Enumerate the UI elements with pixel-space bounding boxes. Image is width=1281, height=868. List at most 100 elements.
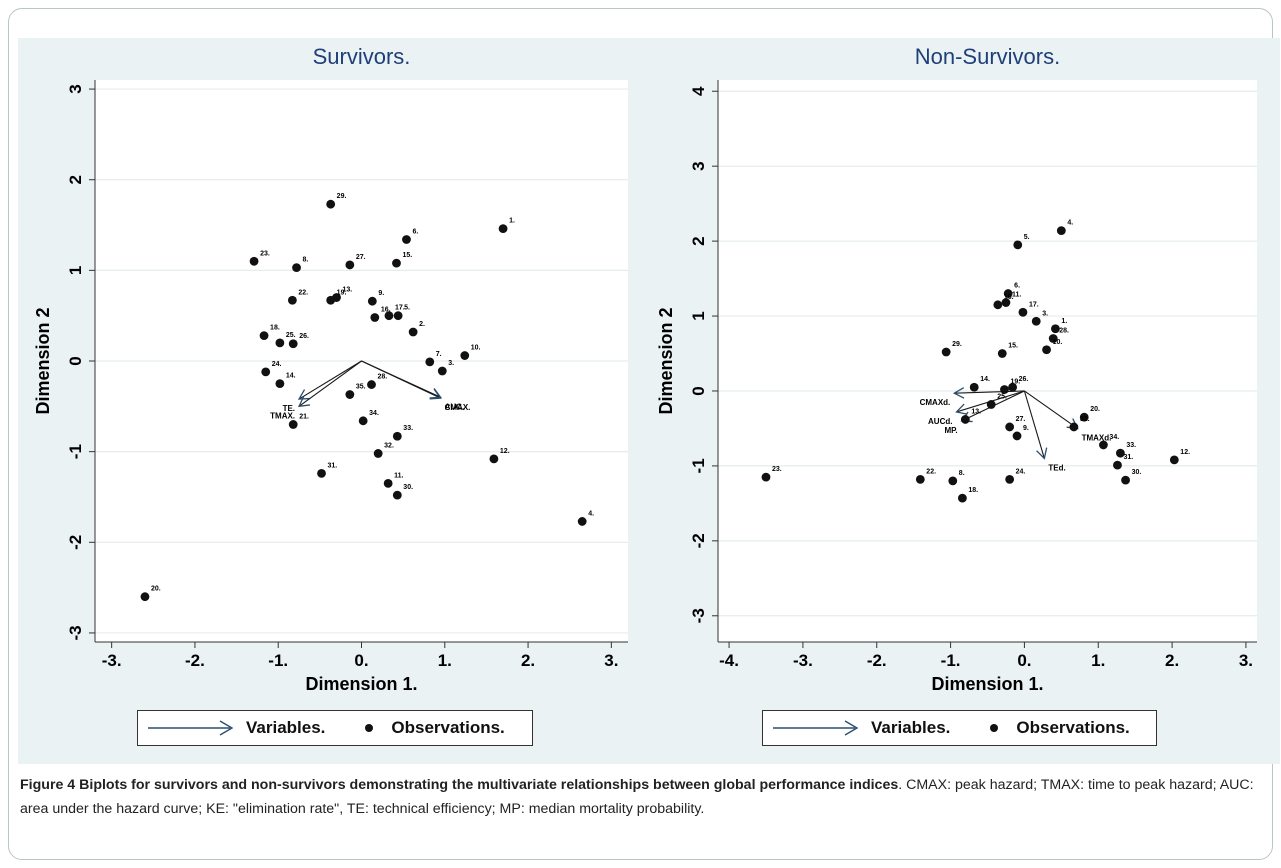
observation-label: 15.	[1008, 343, 1018, 350]
y-tick-label: 3	[66, 84, 85, 93]
observation-label: 11.	[394, 472, 403, 479]
observation-label: 3.	[1042, 310, 1048, 317]
observation-label: 6.	[412, 229, 418, 236]
observation-point	[1042, 345, 1051, 355]
observation-point	[393, 311, 403, 321]
observation-point	[1018, 307, 1028, 317]
variable-arrow	[298, 360, 362, 407]
observation-point	[1048, 334, 1058, 343]
observation-point	[489, 454, 499, 464]
variable-arrowhead	[297, 396, 311, 408]
variable-label: TEd.	[1048, 463, 1065, 472]
y-tick-label: 2	[66, 175, 85, 184]
legend-variables-label: Variables.	[871, 718, 951, 737]
variable-label: CMAXd.	[920, 398, 951, 407]
observation-point	[402, 235, 411, 244]
observation-point	[1056, 226, 1066, 236]
variable-label: TE.	[283, 404, 295, 413]
observation-point	[1099, 440, 1108, 450]
variable-arrowhead	[952, 387, 965, 399]
observation-label: 23.	[772, 466, 782, 473]
observation-point	[1169, 455, 1179, 465]
observation-label: 29.	[952, 341, 962, 348]
observation-label: 18.	[968, 487, 978, 494]
legend-arrow-icon	[148, 720, 234, 736]
y-tick-label: -3	[66, 625, 85, 640]
legend-observations-label: Observations.	[1016, 718, 1130, 737]
observation-label: 34.	[1109, 434, 1119, 441]
observation-point	[275, 338, 285, 348]
observation-label: 17.	[1029, 301, 1039, 308]
observation-point	[367, 296, 377, 306]
observation-label: 24.	[272, 361, 282, 368]
observation-label: 2.	[419, 321, 425, 328]
y-tick-label: 1	[66, 266, 85, 275]
legend-observations-label: Observations.	[391, 718, 505, 737]
observation-label: 6.	[1014, 283, 1020, 290]
variable-label: TMAXd.	[1082, 433, 1112, 442]
observation-point	[577, 517, 587, 526]
observation-label: 3.	[448, 360, 454, 367]
observation-point	[1001, 298, 1011, 307]
observation-label: 22.	[926, 468, 936, 475]
x-tick-label: -2.	[185, 651, 205, 670]
observation-label: 26.	[299, 333, 309, 340]
observation-label: 33.	[1126, 442, 1136, 449]
variable-arrow	[361, 360, 441, 398]
observation-point	[367, 380, 376, 389]
y-tick-label: 1	[689, 311, 708, 320]
observation-point	[326, 295, 336, 305]
observation-point	[345, 260, 355, 270]
observation-label: 28.	[377, 374, 387, 381]
legend-non-survivors: Variables. Observations.	[762, 710, 1157, 746]
observation-label: 22.	[298, 289, 308, 296]
observation-label: 9.	[378, 290, 384, 297]
observation-label: 30.	[403, 484, 413, 491]
observation-label: 21.	[299, 413, 309, 420]
observation-point	[275, 379, 285, 389]
x-tick-label: 0.	[354, 651, 368, 670]
y-tick-label: 0	[689, 386, 708, 395]
figure-caption: Figure 4 Biplots for survivors and non-s…	[20, 773, 1260, 821]
variable-label: AUCd.	[928, 417, 952, 426]
observation-label: 31.	[1123, 454, 1133, 461]
observation-point	[960, 415, 970, 424]
observation-point	[957, 493, 967, 503]
observation-label: 13.	[971, 408, 981, 415]
y-axis-label: Dimension 2	[656, 307, 676, 414]
observation-point	[392, 490, 402, 500]
observation-point	[1013, 240, 1023, 250]
observation-point	[292, 263, 301, 273]
variable-label: AUC.	[445, 402, 465, 411]
variable-arrowhead	[297, 389, 311, 400]
x-tick-label: -2.	[867, 651, 887, 670]
observation-label: 35.	[356, 384, 366, 391]
observation-label: 9.	[1023, 425, 1029, 432]
variable-arrow	[1024, 390, 1078, 429]
legend-survivors: Variables. Observations.	[137, 710, 533, 746]
y-tick-label: -1	[689, 458, 708, 473]
x-tick-label: 2.	[521, 651, 535, 670]
observation-point	[498, 224, 508, 234]
observation-point	[460, 351, 470, 360]
observation-point	[993, 300, 1003, 310]
observation-point	[287, 295, 297, 305]
chart-title: Non-Survivors.	[915, 44, 1060, 69]
observation-point	[358, 416, 368, 426]
legend-point-icon	[990, 724, 999, 732]
observation-point	[761, 472, 771, 482]
observation-point	[1031, 316, 1041, 326]
variable-arrowhead	[955, 403, 968, 415]
legend-variables-label: Variables.	[246, 718, 326, 737]
observation-label: 29.	[337, 193, 347, 200]
observation-point	[288, 339, 298, 349]
x-axis-label: Dimension 1.	[931, 674, 1043, 694]
observation-label: 5.	[1024, 234, 1030, 241]
y-tick-label: 4	[689, 86, 708, 96]
observation-label: 11.	[1012, 292, 1021, 299]
observation-point	[408, 327, 418, 337]
caption-title: Figure 4 Biplots for survivors and non-s…	[20, 777, 899, 793]
caption-text: . CMAX: peak hazard; TMAX: time to peak …	[20, 777, 1254, 817]
observation-point	[249, 256, 259, 266]
observation-point	[384, 311, 394, 321]
